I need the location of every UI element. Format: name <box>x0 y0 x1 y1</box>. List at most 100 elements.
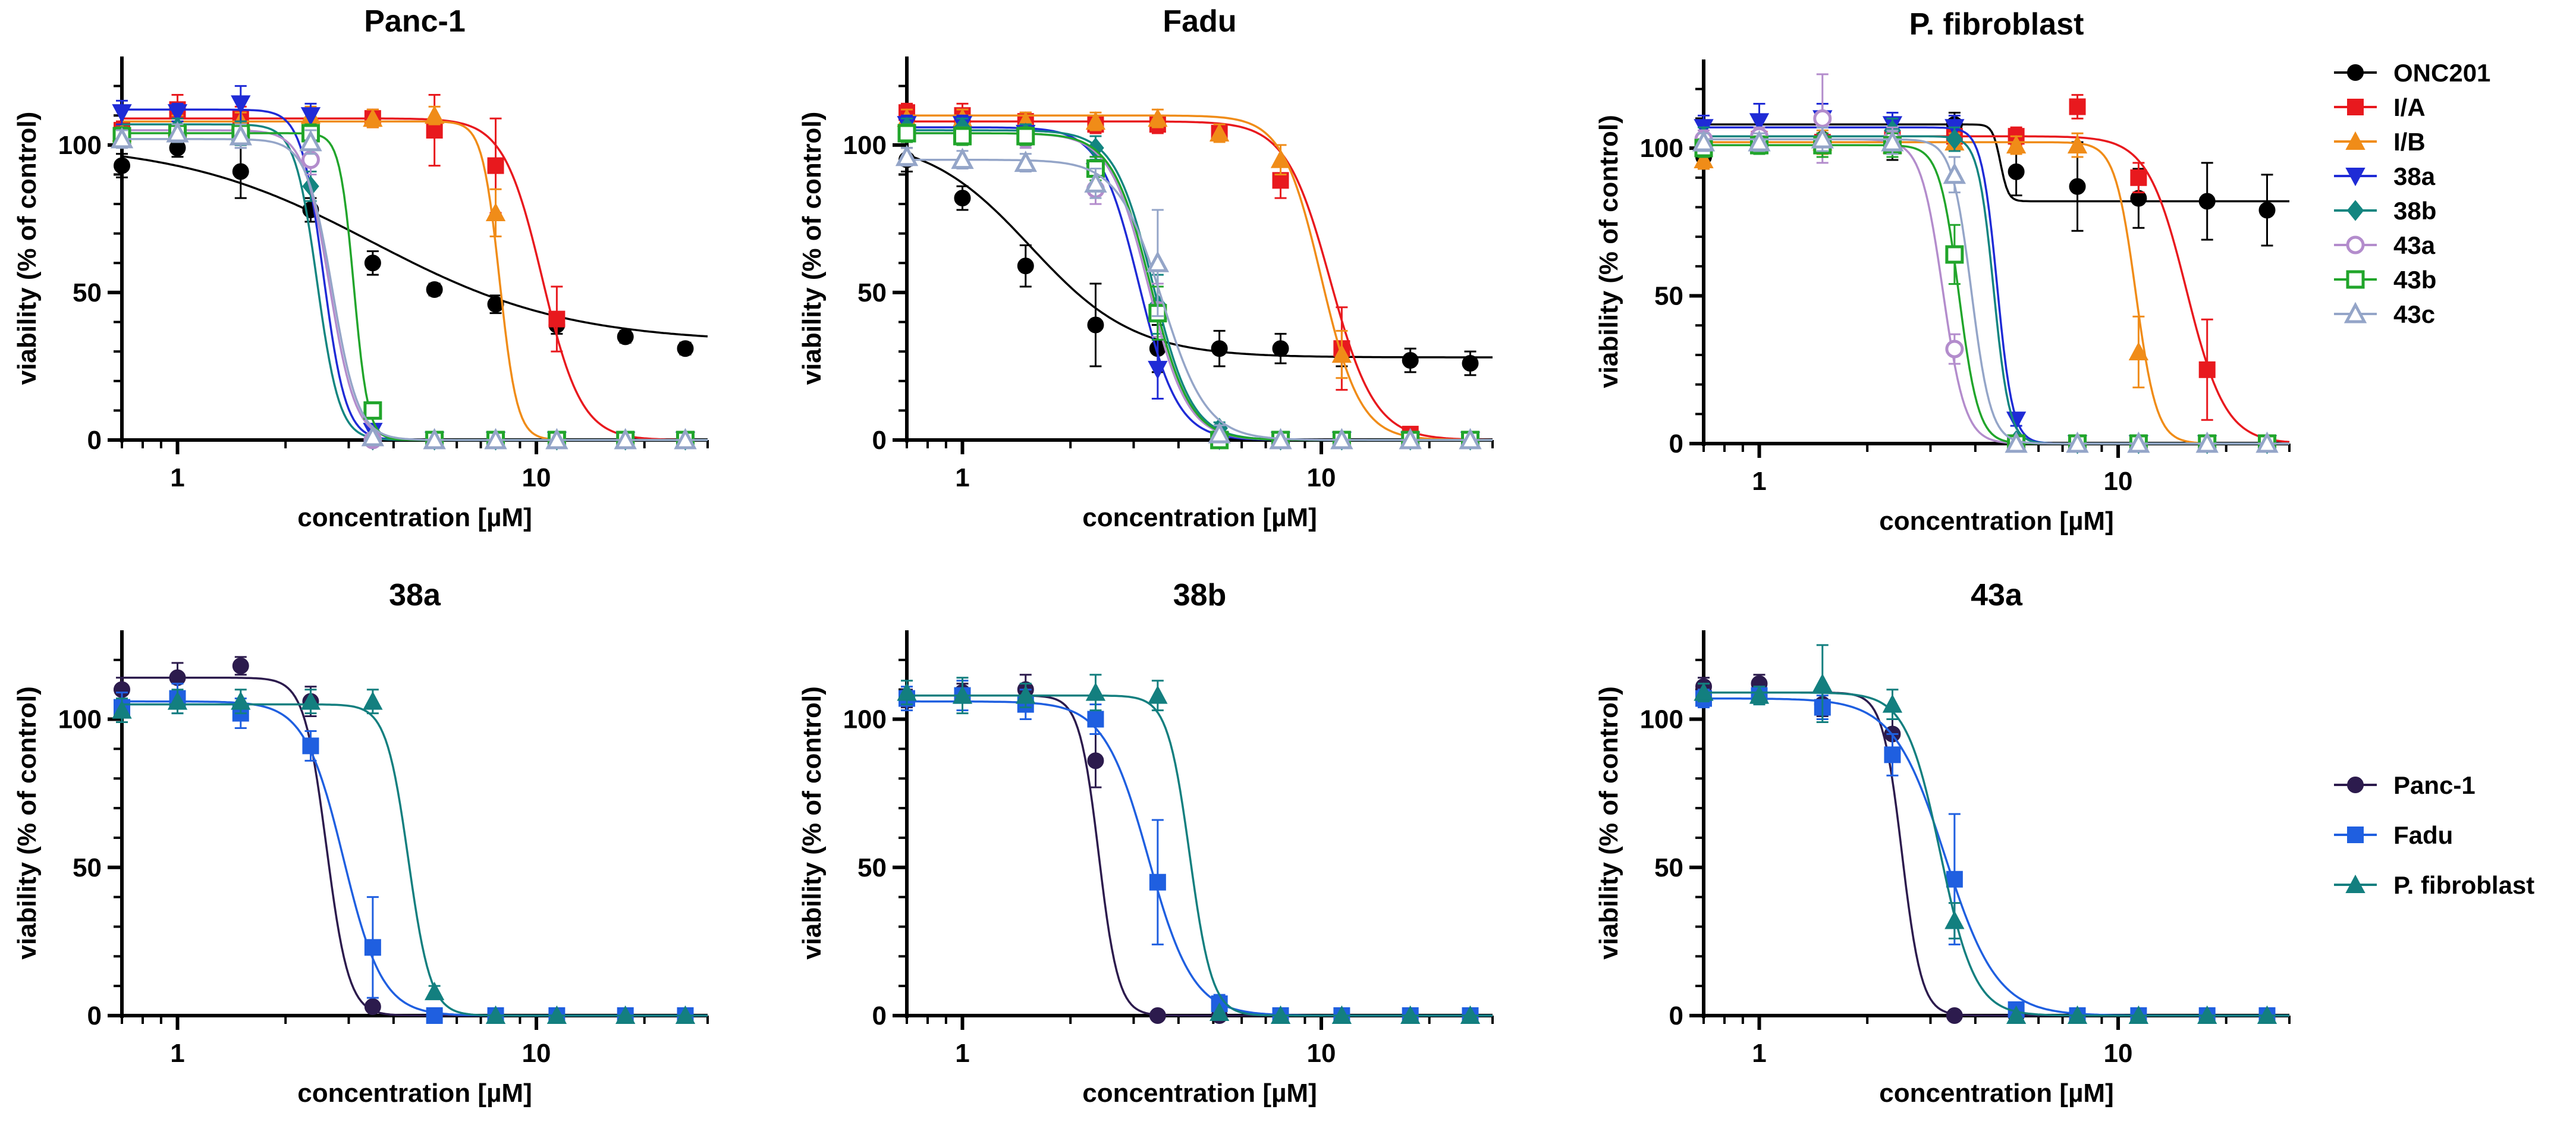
legend-label: I/A <box>2393 93 2426 121</box>
fit-curve <box>122 700 708 1017</box>
legend-cells: Panc-1 Fadu P. fibroblast <box>2334 771 2534 899</box>
data-point <box>361 425 385 447</box>
data-point <box>2130 169 2147 186</box>
fit-curve <box>1704 141 2289 445</box>
series-38b <box>113 117 708 451</box>
data-point <box>167 691 188 710</box>
legend-item: 43a <box>2334 231 2436 259</box>
series-I/A <box>899 102 1493 448</box>
data-point <box>299 130 322 152</box>
data-point <box>232 657 249 674</box>
series-P. fibroblast <box>112 689 708 1024</box>
data-point <box>114 157 130 174</box>
data-point <box>1330 428 1353 450</box>
legend-label: Fadu <box>2393 821 2453 849</box>
data-point <box>897 682 917 701</box>
series-38a <box>897 114 1493 451</box>
y-axis-label: viability (% of control) <box>797 686 827 960</box>
data-point <box>1400 1005 1421 1024</box>
series-Panc-1 <box>114 656 708 1024</box>
data-point <box>1149 873 1166 891</box>
data-point <box>302 737 319 755</box>
x-tick-label: 10 <box>522 463 551 492</box>
legend-label: 38b <box>2393 197 2436 225</box>
data-point <box>2067 134 2088 154</box>
x-tick-label: 1 <box>955 463 969 492</box>
data-point <box>1945 340 1964 359</box>
y-tick-label: 50 <box>1654 282 1683 311</box>
series-I/B <box>112 105 708 448</box>
panel-fadu: Fadu 0 50 100 1 10 concentration [µM] viability… <box>797 4 1494 532</box>
legend-item: 38b <box>2334 197 2436 225</box>
legend-label: P. fibroblast <box>2393 871 2534 899</box>
data-point <box>1813 109 1832 128</box>
legend-label: 43b <box>2393 266 2436 294</box>
y-tick-label: 50 <box>73 853 102 882</box>
data-point <box>2006 1005 2027 1024</box>
panel-title: Panc-1 <box>364 4 466 39</box>
series-ONC201 <box>1695 111 2289 247</box>
panel-title: Fadu <box>1163 4 1236 39</box>
y-tick-label: 50 <box>857 853 887 882</box>
legend-item: I/B <box>2334 128 2426 156</box>
legend-item: I/A <box>2334 93 2426 121</box>
fit-curve <box>907 132 1493 441</box>
data-point <box>1146 251 1170 272</box>
series-43b <box>897 123 1493 450</box>
data-point <box>548 310 566 328</box>
series-Fadu <box>899 680 1493 1024</box>
legend-item: P. fibroblast <box>2334 871 2534 899</box>
series-Panc-1 <box>899 674 1493 1024</box>
data-point <box>1943 162 1966 184</box>
x-axis-label: concentration [µM] <box>297 1079 532 1108</box>
data-point <box>1270 149 1291 168</box>
data-point <box>1462 355 1479 372</box>
y-tick-label: 50 <box>1654 853 1683 882</box>
data-point <box>953 127 972 146</box>
legend-marker <box>2343 301 2367 323</box>
data-point <box>2195 431 2219 453</box>
data-point <box>614 428 637 450</box>
y-axis-label: viability (% of control) <box>797 112 827 385</box>
x-axis-label: concentration [µM] <box>297 503 532 532</box>
data-point <box>1148 108 1168 127</box>
x-axis-label: concentration [µM] <box>1879 1079 2113 1108</box>
series-43c <box>1692 126 2289 453</box>
legend-marker <box>2347 64 2364 81</box>
panel-title: 38a <box>389 578 441 612</box>
y-axis-label: viability (% of control) <box>1594 115 1623 388</box>
data-point <box>2258 202 2276 219</box>
data-point <box>2255 431 2279 453</box>
data-point <box>1208 422 1231 444</box>
data-point <box>2005 431 2028 453</box>
fit-curve <box>907 132 1493 441</box>
fit-curve <box>1704 126 2289 445</box>
x-tick-label: 10 <box>2104 467 2133 496</box>
data-point <box>112 104 132 123</box>
data-point <box>231 95 251 114</box>
data-point <box>897 124 916 143</box>
data-point <box>2127 431 2150 453</box>
series-ONC201 <box>899 147 1493 376</box>
legend-label: ONC201 <box>2393 59 2490 87</box>
fit-curve <box>1704 138 2289 445</box>
data-point <box>363 401 382 420</box>
data-point <box>364 939 381 956</box>
data-point <box>424 982 445 1001</box>
x-axis-label: concentration [µM] <box>1879 507 2113 536</box>
fit-curve <box>122 117 708 441</box>
data-point <box>1017 257 1034 275</box>
data-point <box>2257 1005 2277 1024</box>
legend-marker <box>2346 270 2365 289</box>
data-point <box>110 127 134 149</box>
fit-curve <box>121 155 708 338</box>
data-point <box>1884 746 1901 763</box>
data-point <box>1402 352 1419 369</box>
legend-label: 43c <box>2393 300 2435 328</box>
data-point <box>1812 673 1833 692</box>
panel-c38a: 38a 0 50 100 1 10 concentration [µM] viability … <box>12 578 709 1108</box>
legend-item: 43c <box>2334 300 2435 328</box>
data-point <box>1692 130 1716 152</box>
data-point <box>1211 340 1228 357</box>
data-point <box>1270 1005 1291 1024</box>
